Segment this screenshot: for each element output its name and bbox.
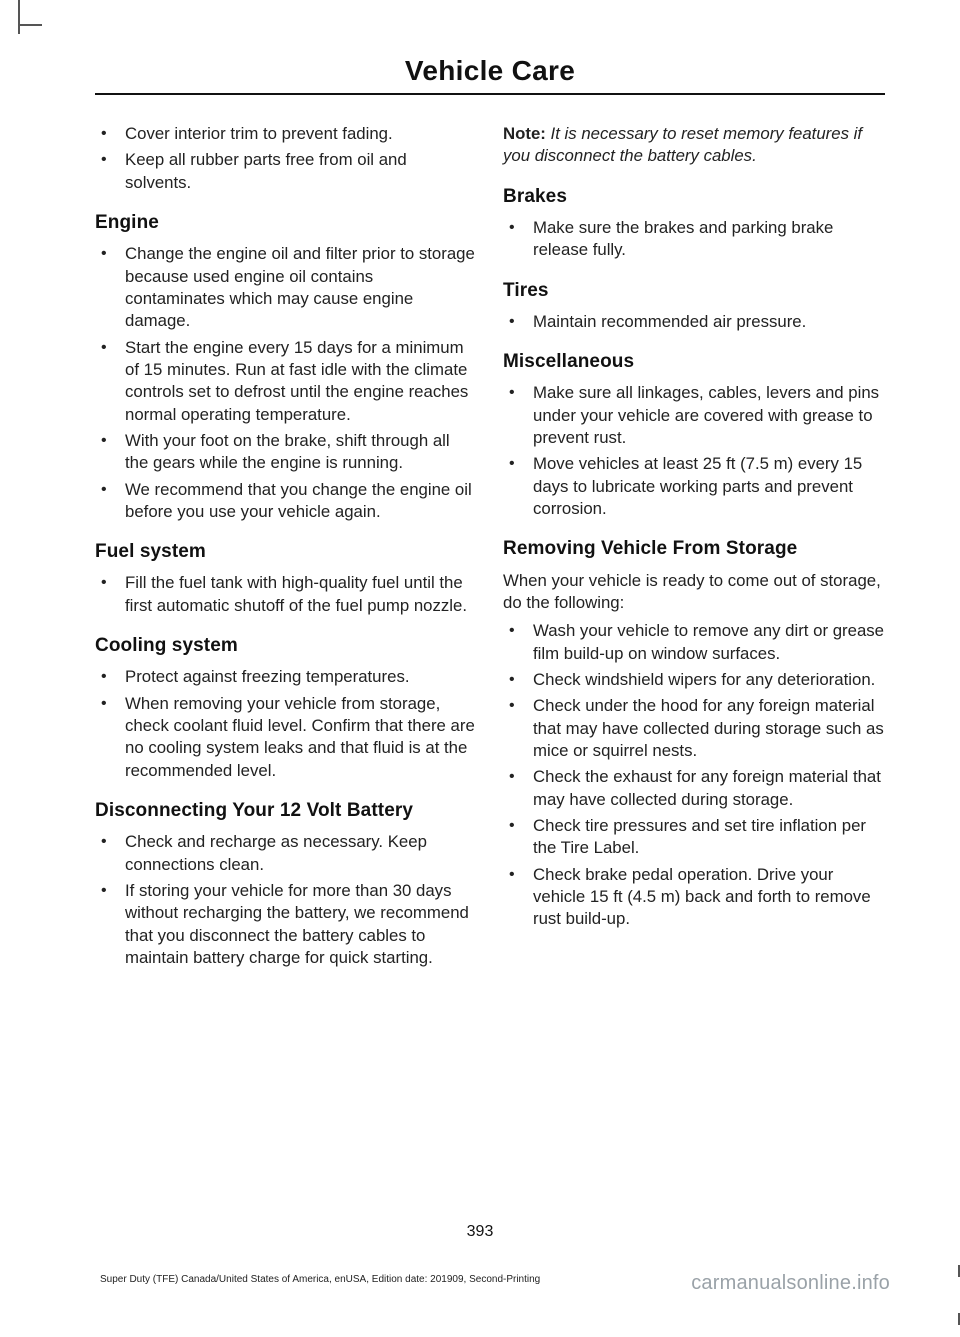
misc-list: Make sure all linkages, cables, levers a…	[503, 382, 885, 520]
page-container: Vehicle Care Cover interior trim to prev…	[0, 0, 960, 1337]
cooling-list: Protect against freezing temperatures. W…	[95, 666, 477, 782]
engine-list: Change the engine oil and filter prior t…	[95, 243, 477, 523]
page-number: 393	[0, 1223, 960, 1241]
list-item: We recommend that you change the engine …	[95, 479, 477, 524]
brakes-list: Make sure the brakes and parking brake r…	[503, 217, 885, 262]
list-item: Check windshield wipers for any deterior…	[503, 669, 885, 691]
title-area: Vehicle Care	[95, 55, 885, 87]
list-item: Wash your vehicle to remove any dirt or …	[503, 620, 885, 665]
heading-engine: Engine	[95, 210, 477, 235]
heading-fuel: Fuel system	[95, 539, 477, 564]
heading-brakes: Brakes	[503, 184, 885, 209]
list-item: Check under the hood for any foreign mat…	[503, 695, 885, 762]
list-item: Fill the fuel tank with high-quality fue…	[95, 572, 477, 617]
heading-battery: Disconnecting Your 12 Volt Battery	[95, 798, 477, 823]
intro-bullets: Cover interior trim to prevent fading. K…	[95, 123, 477, 194]
right-column: Note: It is necessary to reset memory fe…	[503, 123, 885, 973]
note-label: Note:	[503, 124, 546, 143]
list-item: Change the engine oil and filter prior t…	[95, 243, 477, 332]
heading-cooling: Cooling system	[95, 633, 477, 658]
tires-list: Maintain recommended air pressure.	[503, 311, 885, 333]
list-item: Move vehicles at least 25 ft (7.5 m) eve…	[503, 453, 885, 520]
fuel-list: Fill the fuel tank with high-quality fue…	[95, 572, 477, 617]
title-rule	[95, 93, 885, 95]
list-item: Cover interior trim to prevent fading.	[95, 123, 477, 145]
list-item: Check tire pressures and set tire inflat…	[503, 815, 885, 860]
page-title: Vehicle Care	[405, 55, 575, 87]
footer-watermark: carmanualsonline.info	[691, 1272, 890, 1295]
list-item: When removing your vehicle from storage,…	[95, 693, 477, 782]
heading-tires: Tires	[503, 278, 885, 303]
removing-list: Wash your vehicle to remove any dirt or …	[503, 620, 885, 930]
battery-list: Check and recharge as necessary. Keep co…	[95, 831, 477, 969]
list-item: Start the engine every 15 days for a min…	[95, 337, 477, 426]
list-item: Protect against freezing temperatures.	[95, 666, 477, 688]
heading-misc: Miscellaneous	[503, 349, 885, 374]
list-item: Check and recharge as necessary. Keep co…	[95, 831, 477, 876]
list-item: If storing your vehicle for more than 30…	[95, 880, 477, 969]
footer-edition: Super Duty (TFE) Canada/United States of…	[100, 1274, 540, 1285]
two-column-layout: Cover interior trim to prevent fading. K…	[95, 123, 885, 973]
note-body: It is necessary to reset memory features…	[503, 124, 862, 165]
list-item: Maintain recommended air pressure.	[503, 311, 885, 333]
list-item: Make sure the brakes and parking brake r…	[503, 217, 885, 262]
list-item: Keep all rubber parts free from oil and …	[95, 149, 477, 194]
left-column: Cover interior trim to prevent fading. K…	[95, 123, 477, 973]
note-paragraph: Note: It is necessary to reset memory fe…	[503, 123, 885, 168]
list-item: Make sure all linkages, cables, levers a…	[503, 382, 885, 449]
list-item: Check the exhaust for any foreign materi…	[503, 766, 885, 811]
list-item: With your foot on the brake, shift throu…	[95, 430, 477, 475]
list-item: Check brake pedal operation. Drive your …	[503, 864, 885, 931]
removing-intro: When your vehicle is ready to come out o…	[503, 570, 885, 615]
heading-removing: Removing Vehicle From Storage	[503, 536, 885, 561]
